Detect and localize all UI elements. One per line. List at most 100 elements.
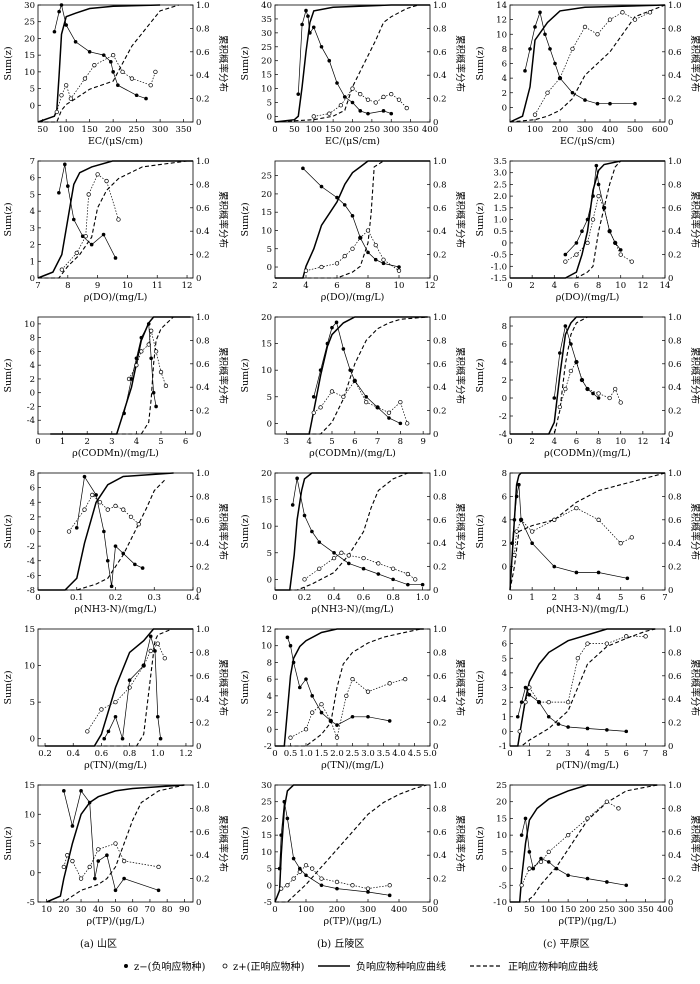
x-axis-label: ρ(TP)/(μg/L) (323, 916, 381, 927)
pos-point (149, 328, 154, 333)
neg-point (144, 96, 148, 101)
y-axis-label: Sum(z) (240, 202, 251, 236)
y-tick-label: 3 (30, 224, 35, 234)
pos-point (303, 268, 309, 273)
x-tick-label: 3 (284, 437, 289, 447)
pos-point (97, 500, 103, 505)
neg-point (602, 206, 606, 210)
neg-point (116, 83, 120, 88)
pos-point (148, 648, 153, 654)
y-tick-label: 20 (261, 57, 272, 67)
neg-point (512, 518, 517, 522)
pos-point (61, 864, 66, 870)
pos-point (317, 566, 322, 571)
neg-point (519, 700, 524, 704)
neg-point (109, 584, 114, 589)
y2-tick-label: 0.4 (668, 227, 682, 237)
y-tick-label: -6 (27, 571, 35, 581)
y2-tick-label: 0 (668, 586, 673, 596)
pos-point (59, 267, 64, 272)
neg-point (352, 379, 357, 383)
x-tick-label: 1 (529, 593, 534, 603)
x-tick-label: 3.0 (361, 749, 375, 759)
pos-point (74, 250, 79, 256)
neg-point (296, 92, 301, 96)
y2-tick-label: 0.2 (433, 719, 447, 729)
x-axis-label: ρ(CODMn)/(mg/L) (72, 448, 159, 459)
pos-point (529, 529, 535, 534)
neg-point (79, 789, 83, 793)
chart-panel-a3: 0 1 2 3 4 5 6 -4 -2 0 2 4 6 8 10 0 0.2 0.4 0.6 0.8 1.0 ρ(CODM… (3, 313, 229, 459)
x-tick-label: 300 (152, 125, 168, 135)
pos-point (319, 702, 324, 707)
neg-point (569, 342, 573, 346)
y-tick-label: 30 (261, 781, 272, 791)
x-tick-label: 100 (298, 905, 314, 915)
pos-point (113, 699, 118, 705)
chart-panel-c4: 0 1 2 3 4 5 6 70246800.20.40.60.81.0ρ(NH3-N)/(m… (475, 469, 700, 615)
pos-point (624, 634, 629, 639)
neg-point (537, 700, 541, 704)
neg-point (282, 799, 287, 804)
y-axis-label: Sum(z) (3, 358, 14, 392)
pos-point (113, 503, 118, 509)
neg-point (129, 377, 134, 381)
neg-point (74, 526, 79, 530)
pos-point (365, 689, 371, 694)
y2-tick-label: 0.6 (433, 672, 447, 682)
y2-tick-label: 0.2 (433, 563, 447, 573)
neg-point (70, 824, 75, 828)
y2-tick-label: 0.8 (668, 492, 682, 502)
x-axis-label: ρ(CODMn)/(mg/L) (544, 448, 631, 459)
y-axis-label: Sum(z) (240, 670, 251, 704)
pos-point (153, 69, 158, 75)
x-tick-label: 500 (627, 125, 643, 135)
neg-point (546, 714, 551, 719)
y-tick-label: 4 (502, 358, 507, 368)
pos-point (291, 876, 296, 881)
pos-point (361, 555, 366, 561)
pos-point (66, 529, 72, 534)
pos-response-curve (275, 784, 428, 903)
y2-tick-label: 0.2 (196, 95, 210, 105)
y2-tick-label: 0.2 (433, 407, 447, 417)
pos-point (373, 100, 378, 105)
x-axis-label: ρ(NH3-N)/(mg/L) (311, 604, 393, 615)
pos-point (64, 83, 69, 88)
y-tick-label: 3 (502, 684, 507, 694)
y2-tick-label: 0.4 (196, 71, 210, 81)
x-tick-label: 200 (579, 905, 595, 915)
y2-tick-label: 1.0 (433, 781, 447, 791)
x-tick-label: 8 (596, 437, 601, 447)
neg-point (156, 888, 161, 893)
neg-point (523, 685, 528, 690)
neg-points-line (63, 790, 159, 892)
pos-point (327, 111, 332, 116)
x-tick-label: 0 (272, 749, 277, 759)
pos-point (396, 268, 402, 273)
neg-point (633, 101, 637, 106)
neg-points-line (511, 484, 628, 579)
x-tick-label: 7 (35, 281, 40, 291)
neg-points-line (76, 475, 143, 587)
neg-point (594, 163, 599, 168)
y2-tick-label: 0 (196, 274, 201, 284)
neg-point (366, 250, 370, 255)
y2-tick-label: 0.4 (196, 851, 210, 861)
pos-points-line (128, 330, 167, 386)
y-tick-label: 35 (261, 15, 272, 25)
y-tick-label: 10 (24, 810, 35, 820)
pos-point (607, 395, 612, 401)
pos-point (65, 853, 70, 858)
x-tick-label: 14 (660, 437, 671, 447)
neg-point (624, 729, 629, 734)
neg-point (391, 577, 395, 582)
y-tick-label: 8 (502, 45, 507, 55)
neg-point (335, 195, 339, 200)
pos-point (344, 693, 349, 699)
pos-point (128, 514, 134, 520)
y2-axis-label: 累积概率分布 (454, 35, 466, 92)
y2-tick-label: 0.8 (668, 804, 682, 814)
pos-point (90, 492, 95, 498)
neg-points-line (58, 164, 116, 259)
